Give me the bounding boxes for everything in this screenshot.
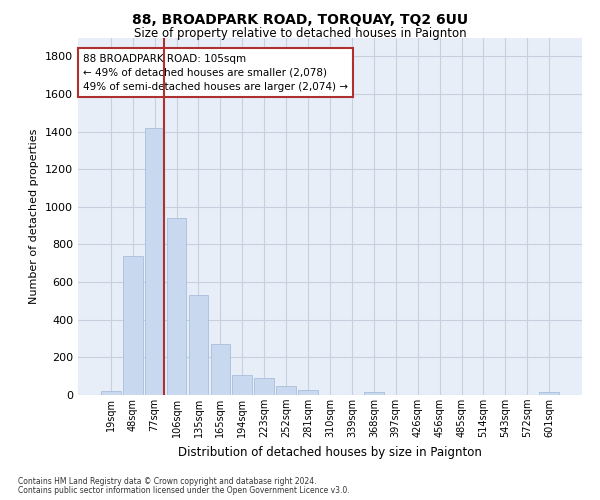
Text: Size of property relative to detached houses in Paignton: Size of property relative to detached ho… [134,28,466,40]
Y-axis label: Number of detached properties: Number of detached properties [29,128,40,304]
Bar [167,218,187,395]
Text: 88, BROADPARK ROAD, TORQUAY, TQ2 6UU: 88, BROADPARK ROAD, TORQUAY, TQ2 6UU [132,12,468,26]
Bar [254,378,274,395]
Bar [211,344,230,395]
Text: Contains public sector information licensed under the Open Government Licence v3: Contains public sector information licen… [18,486,350,495]
Bar [232,376,252,395]
Bar [298,390,318,395]
X-axis label: Distribution of detached houses by size in Paignton: Distribution of detached houses by size … [178,446,482,458]
Bar [101,391,121,395]
Bar [276,386,296,395]
Bar [364,392,384,395]
Bar [188,296,208,395]
Bar [539,392,559,395]
Bar [145,128,164,395]
Bar [123,256,143,395]
Text: 88 BROADPARK ROAD: 105sqm
← 49% of detached houses are smaller (2,078)
49% of se: 88 BROADPARK ROAD: 105sqm ← 49% of detac… [83,54,348,92]
Text: Contains HM Land Registry data © Crown copyright and database right 2024.: Contains HM Land Registry data © Crown c… [18,477,317,486]
